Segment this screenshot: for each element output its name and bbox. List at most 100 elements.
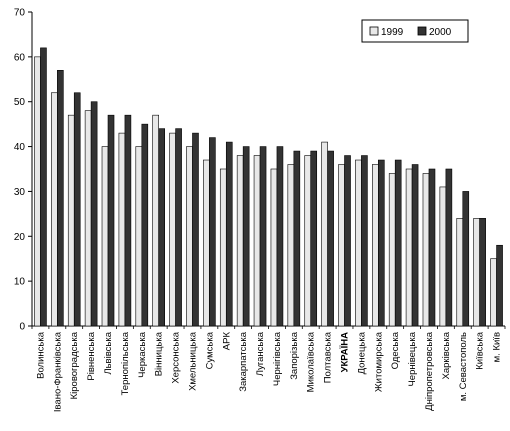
bar-1999 bbox=[321, 141, 328, 327]
bar-2000 bbox=[141, 123, 149, 327]
bar-2000 bbox=[361, 155, 368, 327]
bar-1999 bbox=[34, 56, 41, 327]
bar-2000 bbox=[192, 132, 199, 327]
legend-label-2000: 2000 bbox=[429, 27, 452, 38]
bar-1999 bbox=[169, 132, 176, 327]
bar-2000 bbox=[124, 114, 132, 327]
y-tick-label: 60 bbox=[14, 52, 26, 63]
bar-2000 bbox=[209, 137, 216, 327]
bar-2000 bbox=[428, 168, 436, 327]
y-tick-label: 10 bbox=[14, 277, 26, 288]
bar-2000 bbox=[242, 146, 250, 327]
bar-2000 bbox=[411, 164, 419, 327]
bar-2000 bbox=[276, 146, 284, 327]
bar-2000 bbox=[225, 141, 233, 327]
category-label: Донецька bbox=[356, 331, 367, 374]
category-label: Одеська bbox=[390, 331, 401, 369]
bar-2000 bbox=[293, 150, 301, 327]
bar-1999 bbox=[270, 168, 278, 327]
category-label: Сумська bbox=[204, 331, 215, 369]
category-labels: Волинська Івано-Франківська Кіровоградська… bbox=[35, 331, 502, 412]
category-label: Кіровоградська bbox=[69, 331, 80, 399]
bar-2000 bbox=[158, 128, 165, 327]
legend-swatch-2000 bbox=[417, 26, 427, 36]
category-label: Луганська bbox=[255, 331, 266, 376]
bar-2000 bbox=[40, 47, 47, 327]
bar-1999 bbox=[186, 146, 193, 327]
category-label: Полтавська bbox=[323, 331, 334, 383]
bar-2000 bbox=[394, 159, 402, 327]
bar-1999 bbox=[338, 164, 345, 327]
category-label: Запорізька bbox=[289, 331, 300, 380]
bar-1999 bbox=[490, 258, 497, 327]
bar-1999 bbox=[135, 146, 143, 327]
category-label: Тернопільська bbox=[120, 331, 131, 395]
bar-2000 bbox=[175, 128, 182, 327]
bar-2000 bbox=[57, 70, 64, 327]
bar-1999 bbox=[456, 218, 464, 327]
bar-2000 bbox=[259, 146, 267, 327]
bar-2000 bbox=[344, 155, 351, 327]
bar-1999 bbox=[473, 218, 480, 327]
category-label: УКРАЇНА bbox=[340, 332, 351, 373]
bar-2000 bbox=[310, 150, 318, 327]
bar-2000 bbox=[445, 168, 453, 327]
bar-2000 bbox=[378, 159, 385, 327]
category-label: Чернівецька bbox=[407, 331, 418, 386]
bar-2000 bbox=[462, 191, 470, 327]
y-tick-label: 30 bbox=[14, 187, 26, 198]
bar-1999 bbox=[51, 92, 58, 327]
bar-2000 bbox=[479, 218, 486, 327]
bar-1999 bbox=[101, 146, 109, 327]
bar-2000 bbox=[107, 114, 115, 327]
category-label: Житомирська bbox=[373, 331, 384, 392]
y-tick-label: 40 bbox=[14, 142, 26, 153]
category-label: Київська bbox=[475, 331, 486, 369]
legend: 1999 2000 bbox=[361, 19, 469, 43]
bars bbox=[34, 47, 503, 327]
bar-1999 bbox=[372, 164, 379, 327]
y-tick-label: 70 bbox=[14, 8, 26, 19]
category-label: АРК bbox=[221, 332, 232, 351]
category-label: Миколаївська bbox=[306, 331, 317, 392]
bar-1999 bbox=[422, 173, 430, 327]
category-label: Херсонська bbox=[171, 331, 182, 383]
bar-1999 bbox=[405, 168, 413, 327]
y-tick-label: 0 bbox=[19, 322, 25, 333]
bar-1999 bbox=[439, 186, 447, 327]
bar-1999 bbox=[287, 164, 295, 327]
bar-1999 bbox=[355, 159, 362, 327]
bar-1999 bbox=[67, 114, 75, 327]
category-label: Чернігівська bbox=[272, 331, 283, 386]
legend-label-1999: 1999 bbox=[381, 27, 404, 38]
category-label: Волинська bbox=[35, 331, 46, 379]
bar-2000 bbox=[73, 92, 81, 327]
category-label: Івано-Франківська bbox=[52, 331, 63, 412]
category-label: м. Київ bbox=[492, 332, 503, 362]
category-label: Черкаська bbox=[137, 331, 148, 378]
bar-1999 bbox=[118, 132, 126, 327]
bar-1999 bbox=[152, 114, 159, 327]
bar-1999 bbox=[203, 159, 210, 327]
category-label: Хмельницька bbox=[187, 331, 198, 391]
category-label: Закарпатська bbox=[238, 331, 249, 391]
y-tick-label: 50 bbox=[14, 97, 26, 108]
bar-1999 bbox=[84, 110, 92, 327]
bar-2000 bbox=[327, 150, 334, 327]
bar-1999 bbox=[253, 155, 261, 327]
bar-1999 bbox=[236, 155, 244, 327]
legend-box bbox=[361, 19, 469, 43]
legend-swatch-1999 bbox=[369, 26, 379, 36]
bar-1999 bbox=[304, 155, 312, 327]
bar-2000 bbox=[496, 244, 503, 327]
bar-1999 bbox=[219, 168, 227, 327]
category-label: м. Севастополь bbox=[458, 332, 469, 401]
category-label: Рівненська bbox=[86, 331, 97, 380]
category-label: Вінницька bbox=[154, 331, 165, 376]
bar-1999 bbox=[388, 173, 396, 327]
category-label: Львівська bbox=[103, 331, 114, 374]
bar-2000 bbox=[90, 101, 98, 327]
category-label: Харківська bbox=[441, 331, 452, 379]
